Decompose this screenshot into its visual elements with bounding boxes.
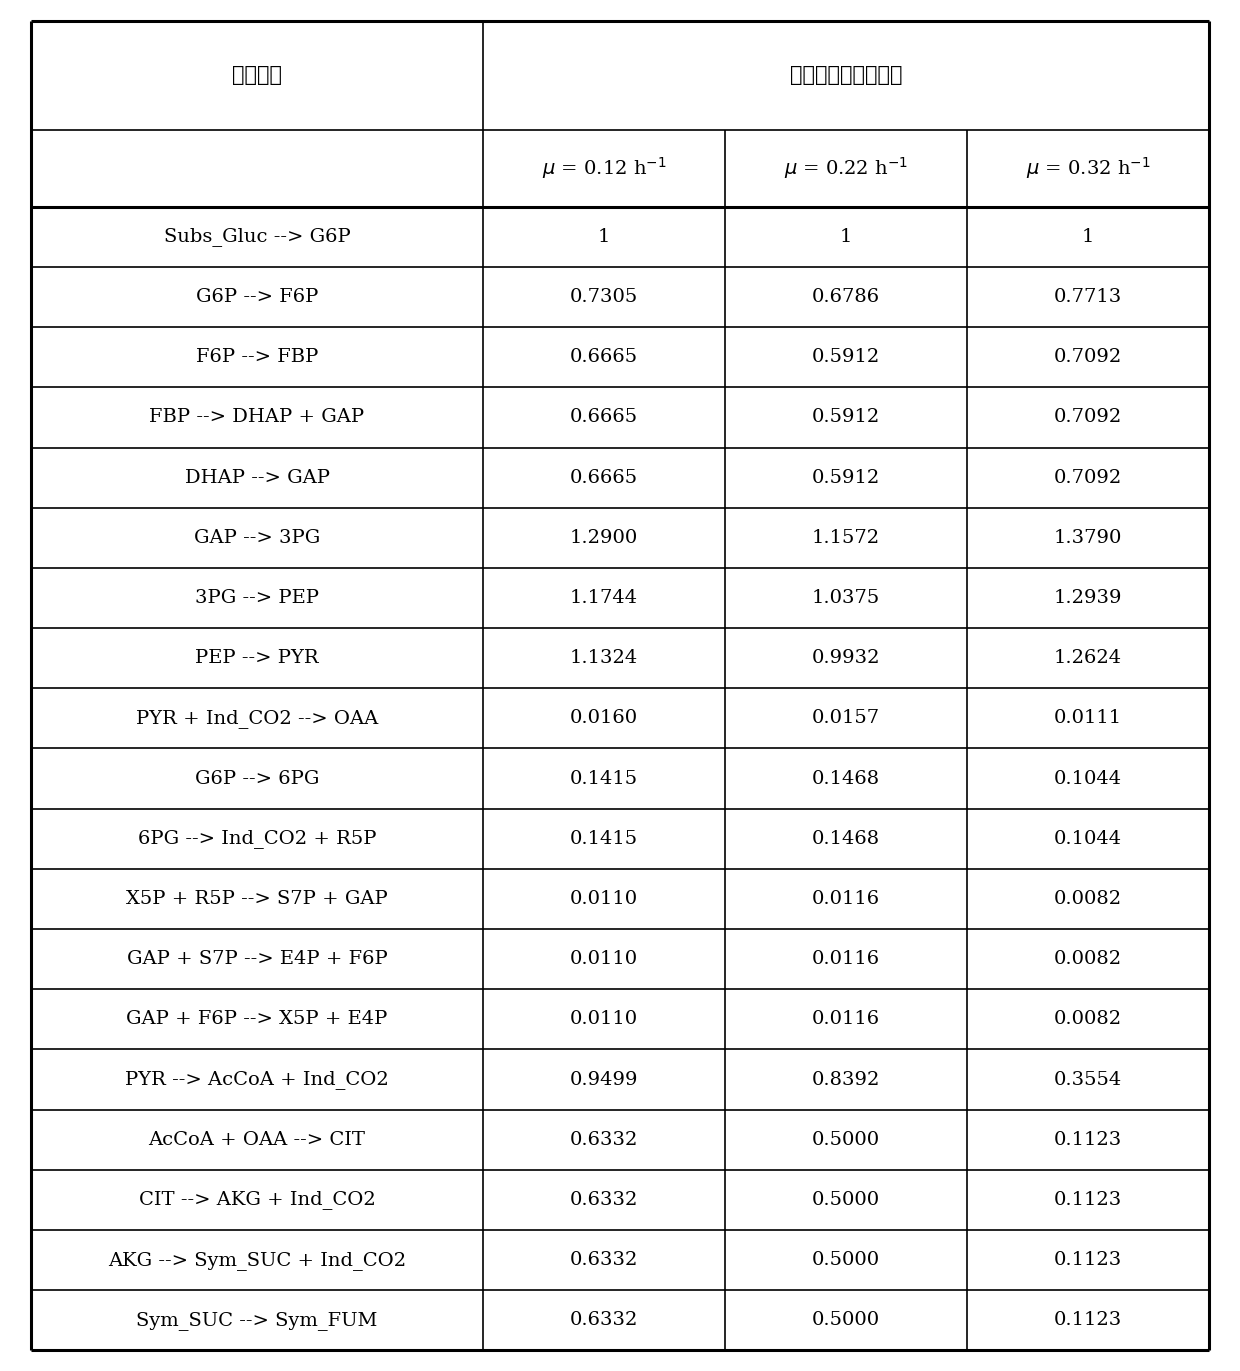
Text: 1.1572: 1.1572: [812, 529, 880, 547]
Text: 1.2900: 1.2900: [570, 529, 639, 547]
Text: 0.6332: 0.6332: [570, 1131, 639, 1149]
Text: 0.7092: 0.7092: [1054, 348, 1122, 366]
Text: 1.0375: 1.0375: [812, 590, 880, 607]
Text: 0.6786: 0.6786: [812, 288, 880, 306]
Text: 1.3790: 1.3790: [1054, 529, 1122, 547]
Text: PYR + Ind_CO2 --> OAA: PYR + Ind_CO2 --> OAA: [136, 709, 378, 728]
Text: 1: 1: [1081, 228, 1094, 245]
Text: 0.0116: 0.0116: [812, 950, 880, 968]
Text: DHAP --> GAP: DHAP --> GAP: [185, 469, 330, 487]
Text: 0.0116: 0.0116: [812, 890, 880, 908]
Text: X5P + R5P --> S7P + GAP: X5P + R5P --> S7P + GAP: [126, 890, 388, 908]
Text: 0.8392: 0.8392: [812, 1071, 880, 1089]
Text: G6P --> 6PG: G6P --> 6PG: [195, 769, 319, 787]
Text: 0.0160: 0.0160: [570, 709, 639, 728]
Text: 0.7092: 0.7092: [1054, 409, 1122, 426]
Text: 1.1744: 1.1744: [570, 590, 639, 607]
Text: 0.6665: 0.6665: [570, 409, 639, 426]
Text: PEP --> PYR: PEP --> PYR: [195, 650, 319, 668]
Text: 1.2624: 1.2624: [1054, 650, 1122, 668]
Text: GAP --> 3PG: GAP --> 3PG: [193, 529, 320, 547]
Text: 0.0111: 0.0111: [1054, 709, 1122, 728]
Text: AKG --> Sym_SUC + Ind_CO2: AKG --> Sym_SUC + Ind_CO2: [108, 1250, 407, 1270]
Text: 0.5912: 0.5912: [812, 348, 880, 366]
Text: 0.5000: 0.5000: [812, 1252, 880, 1270]
Text: 0.0110: 0.0110: [570, 890, 639, 908]
Text: 0.0082: 0.0082: [1054, 890, 1122, 908]
Text: 0.1123: 0.1123: [1054, 1252, 1122, 1270]
Text: 6PG --> Ind_CO2 + R5P: 6PG --> Ind_CO2 + R5P: [138, 829, 376, 849]
Text: 0.0110: 0.0110: [570, 950, 639, 968]
Text: 0.7092: 0.7092: [1054, 469, 1122, 487]
Text: PYR --> AcCoA + Ind_CO2: PYR --> AcCoA + Ind_CO2: [125, 1071, 389, 1089]
Text: 0.0082: 0.0082: [1054, 1010, 1122, 1028]
Text: 1.2939: 1.2939: [1054, 590, 1122, 607]
Text: 0.1415: 0.1415: [570, 829, 639, 847]
Text: GAP + F6P --> X5P + E4P: GAP + F6P --> X5P + E4P: [126, 1010, 388, 1028]
Text: FBP --> DHAP + GAP: FBP --> DHAP + GAP: [150, 409, 365, 426]
Text: 0.1468: 0.1468: [812, 769, 880, 787]
Text: 0.0116: 0.0116: [812, 1010, 880, 1028]
Text: 3PG --> PEP: 3PG --> PEP: [195, 590, 319, 607]
Text: 0.0110: 0.0110: [570, 1010, 639, 1028]
Text: 0.6665: 0.6665: [570, 469, 639, 487]
Text: CIT --> AKG + Ind_CO2: CIT --> AKG + Ind_CO2: [139, 1190, 376, 1209]
Text: GAP + S7P --> E4P + F6P: GAP + S7P --> E4P + F6P: [126, 950, 387, 968]
Text: 0.1123: 0.1123: [1054, 1191, 1122, 1209]
Text: 0.1468: 0.1468: [812, 829, 880, 847]
Text: 0.1123: 0.1123: [1054, 1311, 1122, 1330]
Text: Sym_SUC --> Sym_FUM: Sym_SUC --> Sym_FUM: [136, 1311, 378, 1330]
Text: 0.6332: 0.6332: [570, 1311, 639, 1330]
Text: 0.3554: 0.3554: [1054, 1071, 1122, 1089]
Text: 0.6332: 0.6332: [570, 1252, 639, 1270]
Text: $\mu$ = 0.12 h$^{-1}$: $\mu$ = 0.12 h$^{-1}$: [542, 155, 666, 181]
Text: 0.5000: 0.5000: [812, 1311, 880, 1330]
Text: AcCoA + OAA --> CIT: AcCoA + OAA --> CIT: [149, 1131, 366, 1149]
Text: 0.5000: 0.5000: [812, 1191, 880, 1209]
Text: 0.9932: 0.9932: [812, 650, 880, 668]
Text: 0.1044: 0.1044: [1054, 769, 1122, 787]
Text: 代谢反应: 代谢反应: [232, 64, 281, 85]
Text: 0.7713: 0.7713: [1054, 288, 1122, 306]
Text: 0.5912: 0.5912: [812, 409, 880, 426]
Text: 0.5000: 0.5000: [812, 1131, 880, 1149]
Text: 0.1123: 0.1123: [1054, 1131, 1122, 1149]
Text: 0.7305: 0.7305: [570, 288, 639, 306]
Text: Subs_Gluc --> G6P: Subs_Gluc --> G6P: [164, 228, 351, 247]
Text: 1: 1: [839, 228, 852, 245]
Text: 0.6665: 0.6665: [570, 348, 639, 366]
Text: 1.1324: 1.1324: [570, 650, 639, 668]
Text: 0.6332: 0.6332: [570, 1191, 639, 1209]
Text: 代谢通量（相对值）: 代谢通量（相对值）: [790, 64, 903, 85]
Text: F6P --> FBP: F6P --> FBP: [196, 348, 319, 366]
Text: 0.0157: 0.0157: [812, 709, 880, 728]
Text: 0.5912: 0.5912: [812, 469, 880, 487]
Text: 0.9499: 0.9499: [570, 1071, 639, 1089]
Text: 0.1044: 0.1044: [1054, 829, 1122, 847]
Text: $\mu$ = 0.32 h$^{-1}$: $\mu$ = 0.32 h$^{-1}$: [1025, 155, 1151, 181]
Text: G6P --> F6P: G6P --> F6P: [196, 288, 319, 306]
Text: 0.1415: 0.1415: [570, 769, 639, 787]
Text: 1: 1: [598, 228, 610, 245]
Text: $\mu$ = 0.22 h$^{-1}$: $\mu$ = 0.22 h$^{-1}$: [784, 155, 908, 181]
Text: 0.0082: 0.0082: [1054, 950, 1122, 968]
